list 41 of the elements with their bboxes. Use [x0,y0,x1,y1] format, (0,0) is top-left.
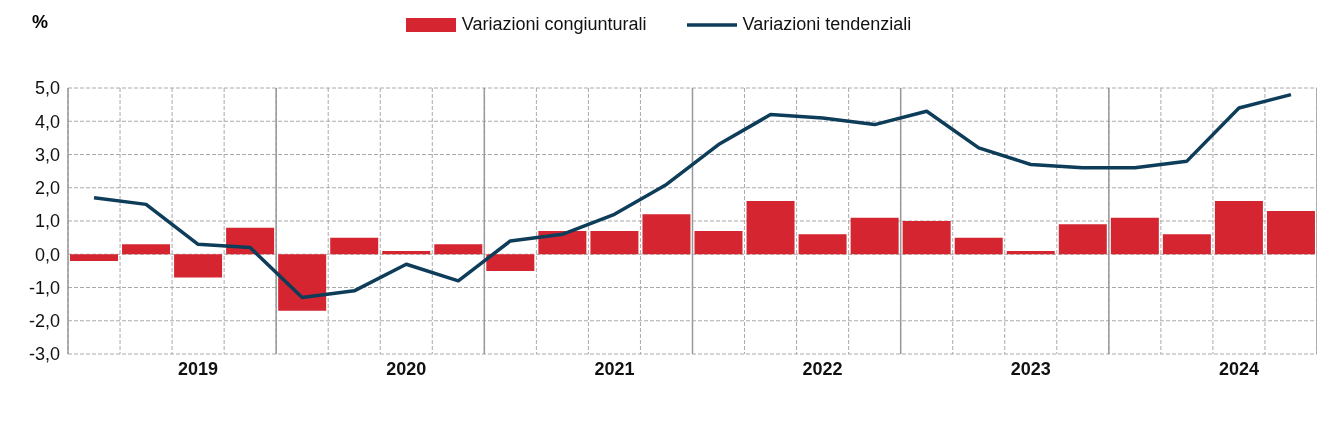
bar [694,230,743,255]
y-tick-label: -1,0 [28,277,60,298]
x-tick-label: 2020 [386,358,427,379]
bar [1058,224,1107,255]
legend-label: Variazioni tendenziali [742,14,912,35]
x-tick-label: 2023 [1010,358,1051,379]
y-tick-label: 3,0 [34,144,60,165]
bar [382,250,431,255]
y-tick-label: 1,0 [34,211,60,232]
legend-label: Variazioni congiunturali [461,14,647,35]
y-tick-label: 0,0 [34,244,60,265]
bar [486,254,535,271]
bar [330,237,379,255]
bar [1266,211,1315,255]
x-tick-label: 2022 [802,358,843,379]
bar [850,217,899,255]
bar [902,221,951,255]
bar [434,244,483,255]
y-tick-label: -2,0 [28,311,60,332]
x-tick-label: 2019 [178,358,219,379]
y-tick-label: 4,0 [34,111,60,132]
bar [278,254,327,311]
bar [798,234,847,255]
bar [122,244,171,255]
y-tick-label: 2,0 [34,178,60,199]
bar [174,254,223,278]
bar [746,201,795,255]
bar [1214,201,1263,255]
y-tick-label: -3,0 [28,344,60,365]
bar [590,230,639,255]
x-tick-label: 2024 [1218,358,1259,379]
bar [1006,250,1055,255]
bar [1110,217,1159,255]
x-tick-label: 2021 [594,358,635,379]
bar [1162,234,1211,255]
bar [954,237,1003,255]
bar [70,254,118,261]
y-tick-label: 5,0 [34,78,60,99]
y-axis-title: % [32,12,49,33]
bar [642,214,691,255]
line-series [92,92,1293,300]
